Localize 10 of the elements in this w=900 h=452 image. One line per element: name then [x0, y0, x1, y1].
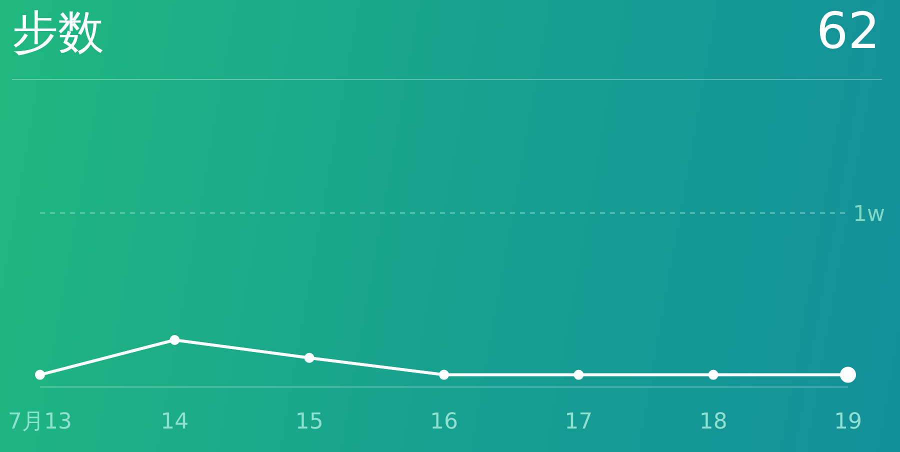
ref-line-label: 1w [853, 202, 885, 227]
x-tick-label: 14 [160, 410, 189, 435]
x-tick-label: 19 [834, 410, 862, 435]
chart-title: 步数 [12, 4, 104, 61]
chart-subtitle: 62 [816, 2, 880, 60]
x-tick-label: 15 [295, 410, 324, 435]
x-tick-label: 17 [564, 410, 593, 435]
x-tick-label: 16 [430, 410, 458, 435]
x-tick-label: 7月13 [8, 410, 72, 435]
x-tick-label: 18 [699, 410, 728, 435]
